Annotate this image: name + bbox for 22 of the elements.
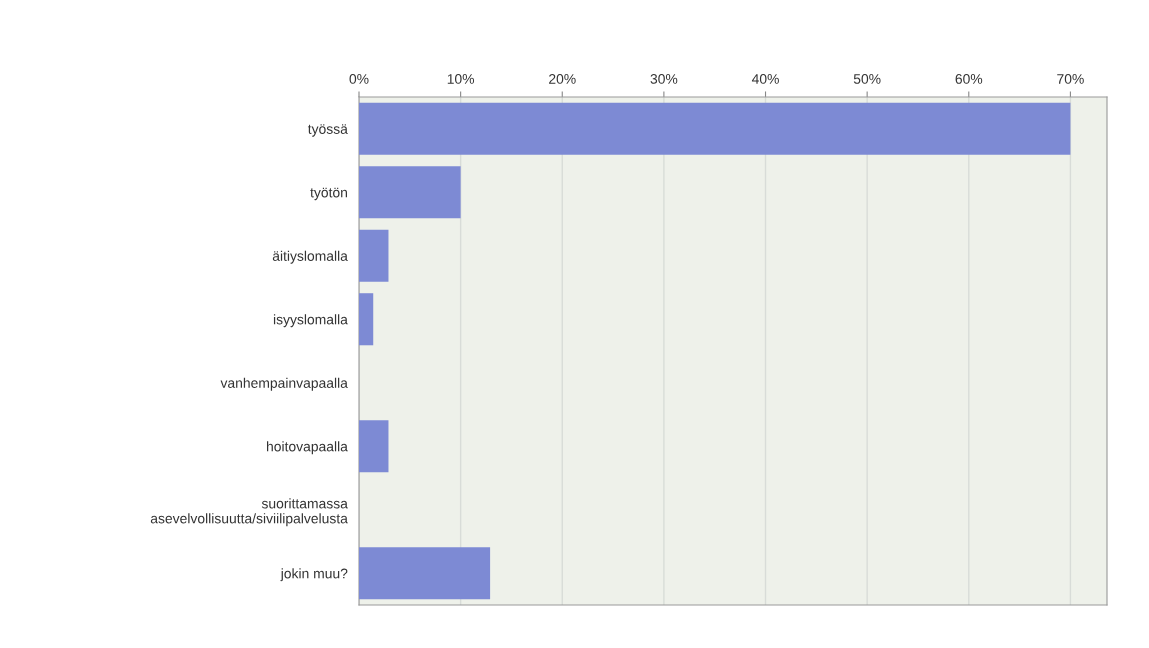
x-tick-label: 60%: [955, 74, 983, 84]
bar: [359, 293, 374, 346]
x-tick-label: 30%: [650, 74, 678, 84]
y-tick-label: työtön: [310, 187, 347, 201]
bar: [359, 166, 461, 219]
x-tick-label: 70%: [1057, 74, 1084, 84]
bar: [359, 547, 491, 600]
y-tick-label: suorittamassa asevelvollisuutta/siviilipalvelusta: [150, 498, 348, 527]
bar: [359, 229, 389, 282]
x-tick-label: 50%: [853, 74, 881, 84]
bar: [359, 102, 1071, 155]
y-tick-label: isyyslomalla: [273, 314, 348, 328]
bar: [359, 420, 389, 473]
y-tick-label: työssä: [307, 124, 348, 137]
y-tick-label: äitiyslomalla: [272, 250, 348, 264]
x-tick-label: 0%: [349, 74, 369, 84]
x-tick-label: 10%: [447, 74, 475, 84]
x-tick-label: 40%: [751, 74, 779, 84]
y-tick-label: jokin muu?: [280, 568, 348, 582]
x-tick-label: 20%: [549, 74, 576, 84]
y-tick-label: vanhempainvapaalla: [220, 377, 348, 391]
y-tick-label: hoitovapaalla: [267, 441, 348, 455]
